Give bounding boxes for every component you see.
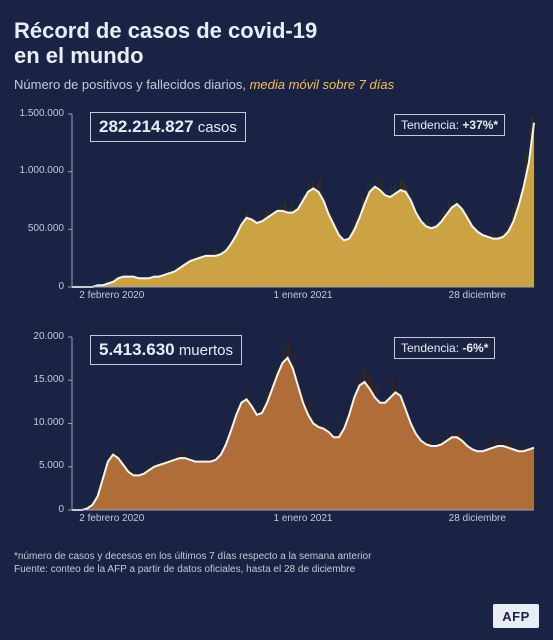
y-tick-label: 1.500.000 <box>14 108 64 119</box>
x-tick-label: 2 febrero 2020 <box>79 513 144 524</box>
x-tick-label: 28 diciembre <box>449 290 506 301</box>
stat-box: 5.413.630 muertos <box>90 335 242 365</box>
subtitle-plain: Número de positivos y fallecidos diarios… <box>14 77 250 92</box>
footnote-line-2: Fuente: conteo de la AFP a partir de dat… <box>14 564 355 575</box>
title-line-1: Récord de casos de covid-19 <box>14 18 317 43</box>
x-tick-label: 1 enero 2021 <box>274 513 333 524</box>
footnote-line-1: *número de casos y decesos en los último… <box>14 551 371 562</box>
stat-number: 282.214.827 <box>99 117 194 136</box>
title-line-2: en el mundo <box>14 43 144 68</box>
trend-box: Tendencia: -6%* <box>394 337 495 359</box>
trend-value: +37%* <box>462 118 498 132</box>
cases-chart: 0 500.000 1.000.000 1.500.000 2 febrero 2020… <box>14 102 539 321</box>
main-title: Récord de casos de covid-19 en el mundo <box>14 18 539 69</box>
x-tick-label: 2 febrero 2020 <box>79 290 144 301</box>
logo-text: AFP <box>502 609 530 624</box>
stat-box: 282.214.827 casos <box>90 112 246 142</box>
subtitle: Número de positivos y fallecidos diarios… <box>14 77 539 92</box>
y-tick-label: 1.000.000 <box>14 165 64 176</box>
y-tick-label: 0 <box>14 281 64 292</box>
y-tick-label: 5.000 <box>14 460 64 471</box>
y-tick-label: 10.000 <box>14 417 64 428</box>
trend-label: Tendencia: <box>401 118 459 132</box>
deaths-chart: 0 5.000 10.000 15.000 20.000 2 febrero 2020 1 … <box>14 325 539 544</box>
trend-value: -6%* <box>462 341 488 355</box>
y-tick-label: 500.000 <box>14 223 64 234</box>
x-tick-label: 28 diciembre <box>449 513 506 524</box>
trend-box: Tendencia: +37%* <box>394 114 505 136</box>
y-tick-label: 20.000 <box>14 331 64 342</box>
stat-number: 5.413.630 <box>99 340 175 359</box>
y-tick-label: 15.000 <box>14 374 64 385</box>
afp-logo: AFP <box>493 604 539 628</box>
trend-label: Tendencia: <box>401 341 459 355</box>
infographic-container: Récord de casos de covid-19 en el mundo … <box>0 0 553 640</box>
x-tick-label: 1 enero 2021 <box>274 290 333 301</box>
stat-unit: muertos <box>179 342 233 359</box>
subtitle-italic: media móvil sobre 7 días <box>250 77 395 92</box>
footnote: *número de casos y decesos en los último… <box>14 550 539 577</box>
y-tick-label: 0 <box>14 504 64 515</box>
stat-unit: casos <box>198 119 237 136</box>
